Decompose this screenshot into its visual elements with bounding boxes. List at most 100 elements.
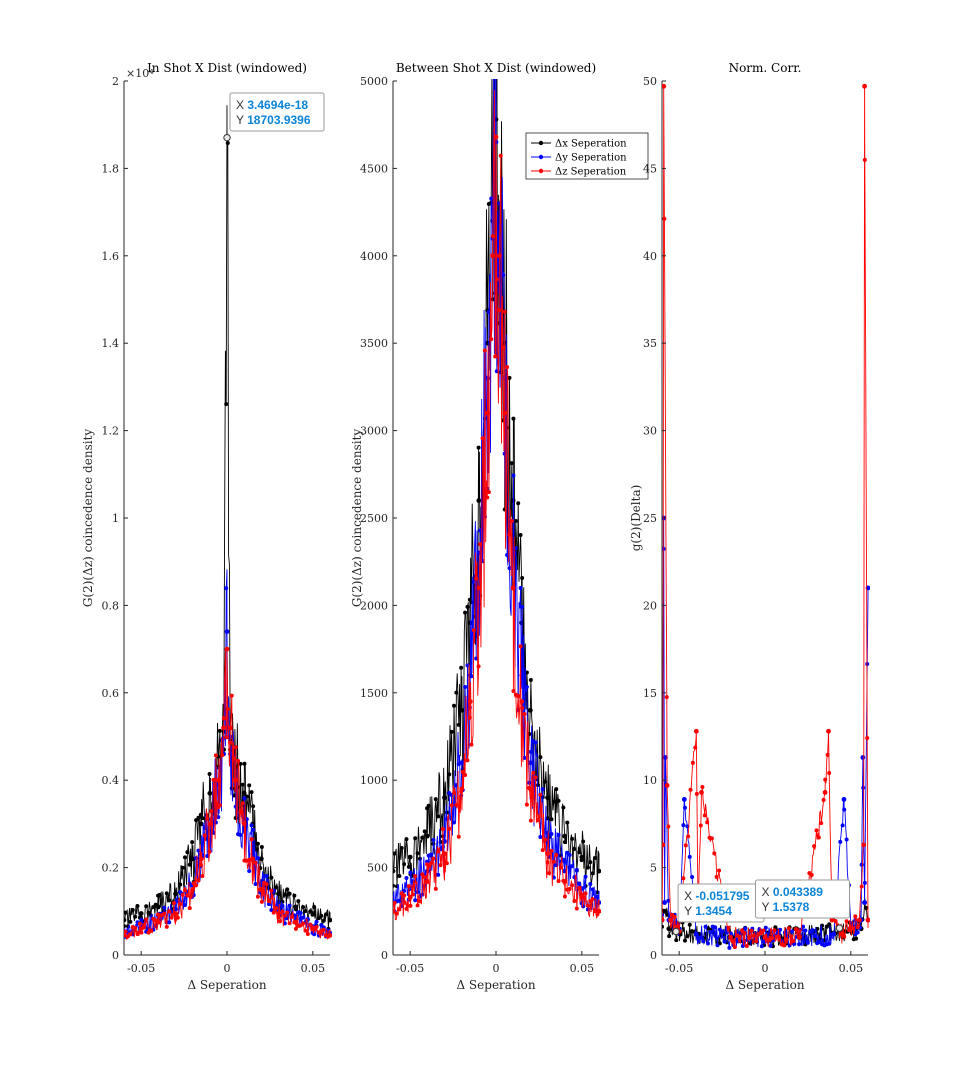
data-marker xyxy=(570,836,575,841)
datatip-x-value: -0.051795 xyxy=(695,889,749,903)
data-point xyxy=(822,790,828,795)
data-marker xyxy=(310,912,315,917)
y-tick-label: 0.8 xyxy=(102,599,120,612)
data-marker xyxy=(408,903,413,908)
data-marker xyxy=(489,196,494,201)
datatip-marker[interactable] xyxy=(672,927,680,936)
data-marker xyxy=(397,907,402,912)
data-marker xyxy=(597,869,601,874)
data-marker xyxy=(238,810,243,815)
data-marker xyxy=(740,944,745,949)
data-marker xyxy=(701,939,706,944)
data-marker xyxy=(324,912,329,917)
data-point xyxy=(241,790,247,796)
data-marker xyxy=(763,925,768,930)
data-marker xyxy=(153,918,158,923)
data-marker xyxy=(827,941,832,946)
data-marker xyxy=(415,851,420,856)
data-marker xyxy=(844,837,849,842)
data-marker xyxy=(224,735,229,740)
data-marker xyxy=(173,911,178,916)
data-marker xyxy=(511,416,516,421)
data-marker xyxy=(520,604,525,609)
x-tick-label: 0.05 xyxy=(839,962,864,975)
data-marker xyxy=(682,938,687,943)
data-point xyxy=(862,900,867,905)
data-marker xyxy=(321,918,326,923)
data-point xyxy=(826,728,831,734)
data-marker xyxy=(175,915,180,920)
data-marker xyxy=(838,839,843,844)
data-marker xyxy=(293,926,298,931)
data-marker xyxy=(438,863,443,868)
data-marker xyxy=(312,904,317,909)
datatip-x-row: X -0.051795 xyxy=(684,889,750,903)
data-marker xyxy=(535,818,540,823)
data-marker xyxy=(406,884,411,889)
data-marker xyxy=(558,865,563,870)
data-marker xyxy=(754,939,759,944)
data-marker xyxy=(513,546,518,551)
data-marker xyxy=(303,909,308,914)
data-marker xyxy=(124,924,126,929)
datatip[interactable]: X 3.4694e-18Y 18703.9396 xyxy=(223,92,325,142)
data-marker xyxy=(533,740,538,745)
data-point xyxy=(424,833,430,839)
data-marker xyxy=(744,943,749,948)
data-marker xyxy=(770,936,775,941)
data-marker xyxy=(855,930,860,935)
data-marker xyxy=(319,913,324,918)
data-marker xyxy=(662,916,664,921)
data-marker xyxy=(440,827,445,832)
datatip-x-row: X 0.043389 xyxy=(761,885,823,899)
data-marker xyxy=(404,837,409,842)
data-marker xyxy=(328,933,332,938)
data-marker xyxy=(827,770,832,775)
data-marker xyxy=(321,927,326,932)
data-marker xyxy=(782,943,787,948)
data-marker xyxy=(183,903,188,908)
y-tick-label: 0.2 xyxy=(102,862,120,875)
data-marker xyxy=(429,861,434,866)
data-marker xyxy=(269,907,274,912)
data-marker xyxy=(527,785,532,790)
data-marker xyxy=(469,742,474,747)
data-marker xyxy=(146,910,151,915)
data-marker xyxy=(768,943,773,948)
data-marker xyxy=(144,904,149,909)
data-marker xyxy=(447,826,452,831)
data-marker xyxy=(784,937,789,942)
datatip-marker[interactable] xyxy=(223,133,231,142)
data-marker xyxy=(205,853,210,858)
data-marker xyxy=(301,905,306,910)
data-marker xyxy=(247,783,252,788)
datatip-marker[interactable] xyxy=(835,924,844,932)
data-marker xyxy=(709,836,714,841)
data-marker xyxy=(459,789,464,794)
data-marker xyxy=(728,931,733,936)
data-marker xyxy=(164,924,169,929)
data-marker xyxy=(185,893,190,898)
data-point xyxy=(228,725,233,731)
data-marker xyxy=(690,760,695,765)
data-point xyxy=(510,585,516,591)
data-point xyxy=(393,908,396,914)
data-marker xyxy=(413,898,418,903)
data-marker xyxy=(490,234,495,239)
data-marker xyxy=(285,887,290,892)
data-point xyxy=(527,707,533,713)
data-marker xyxy=(133,926,138,931)
data-marker xyxy=(538,792,543,797)
data-marker xyxy=(292,920,297,925)
data-marker xyxy=(194,883,199,888)
data-marker xyxy=(251,827,256,832)
chart-title: Between Shot X Dist (windowed) xyxy=(396,61,596,75)
data-marker xyxy=(844,919,849,924)
data-marker xyxy=(153,902,158,907)
data-marker xyxy=(509,461,514,466)
data-marker xyxy=(554,787,559,792)
data-marker xyxy=(465,758,470,763)
data-marker xyxy=(705,941,710,946)
